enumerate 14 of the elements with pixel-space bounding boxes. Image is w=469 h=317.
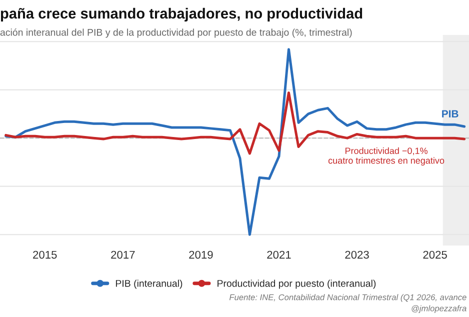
chart-title: paña crece sumando trabajadores, no productividad <box>0 8 362 22</box>
legend-label: Productividad por puesto (interanual) <box>218 280 376 289</box>
legend-label: PIB (interanual) <box>116 280 182 289</box>
x-tick-label: 2023 <box>345 250 369 259</box>
x-tick-label: 2017 <box>111 250 135 259</box>
x-tick-label: 2019 <box>189 250 213 259</box>
x-tick-label: 2021 <box>267 250 291 259</box>
chart-subtitle: ación interanual del PIB y de la productividad por puesto de trabajo (%, trimestral) <box>0 28 352 38</box>
text: @jmlopezzafra <box>412 305 466 313</box>
source-note: Fuente: INE, Contabilidad Nacional Trimestral (Q1 2026, avance <box>229 294 466 302</box>
annotation: PIB <box>442 110 458 118</box>
x-tick-label: 2015 <box>33 250 57 259</box>
x-tick-label: 2025 <box>423 250 447 259</box>
annotation: Productividad −0,1% cuatro trimestres en negativo <box>328 147 444 166</box>
